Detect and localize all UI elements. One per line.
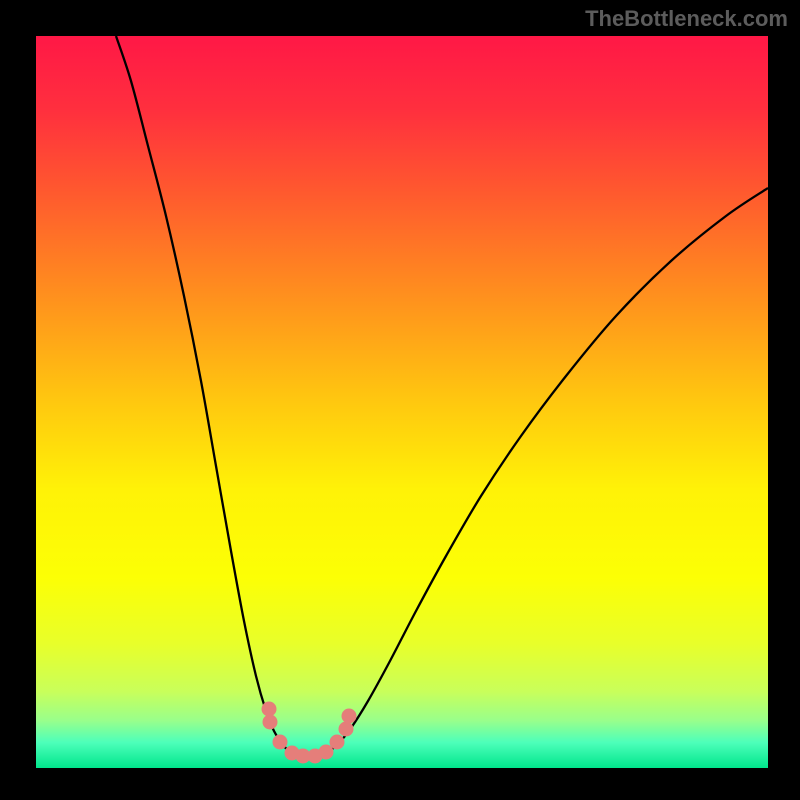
trough-marker [339, 722, 354, 737]
plot-area [36, 36, 768, 768]
trough-marker [263, 715, 278, 730]
trough-marker [330, 735, 345, 750]
curve-right-branch [328, 188, 768, 752]
trough-marker [273, 735, 288, 750]
trough-marker [262, 702, 277, 717]
trough-marker [342, 709, 357, 724]
chart-curves [36, 36, 768, 768]
watermark-text: TheBottleneck.com [585, 6, 788, 32]
curve-left-branch [116, 36, 290, 752]
